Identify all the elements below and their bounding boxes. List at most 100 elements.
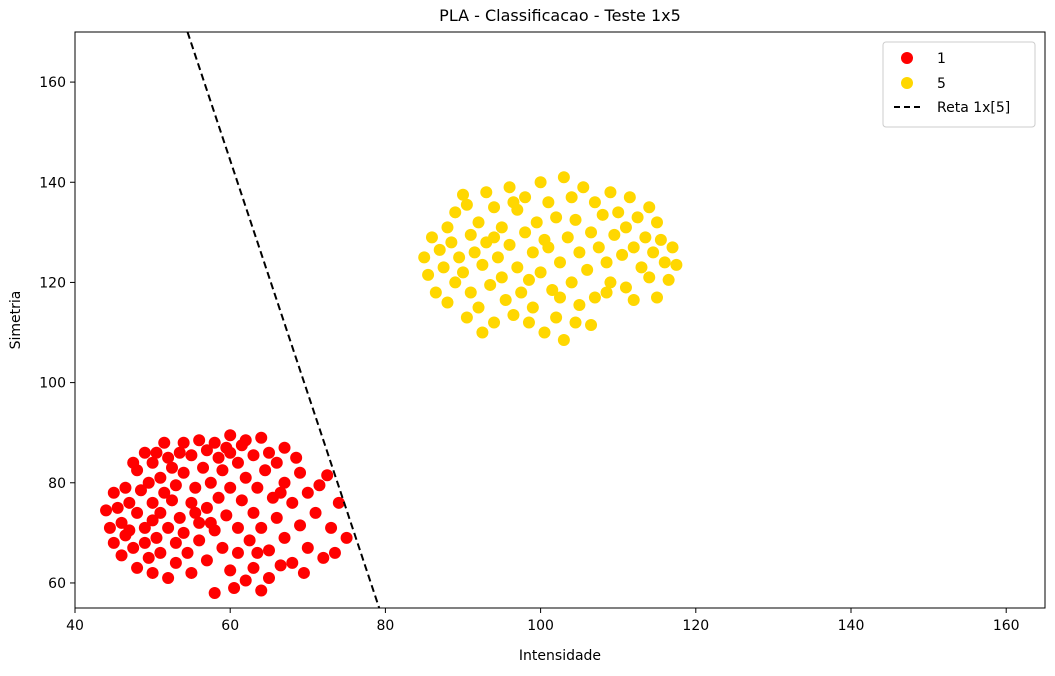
data-point bbox=[460, 311, 473, 324]
line-layer bbox=[186, 31, 381, 609]
data-point bbox=[286, 556, 299, 569]
data-point bbox=[239, 471, 252, 484]
data-point bbox=[546, 283, 559, 296]
data-point bbox=[255, 521, 268, 534]
data-point bbox=[585, 226, 598, 239]
data-point bbox=[581, 263, 594, 276]
data-point bbox=[507, 308, 520, 321]
data-point bbox=[193, 516, 206, 529]
data-point bbox=[449, 206, 462, 219]
data-point bbox=[460, 198, 473, 211]
x-axis-label: Intensidade bbox=[519, 648, 601, 664]
x-axis-ticks: 40 60 80 100 120 140 160 bbox=[66, 608, 1020, 634]
data-point bbox=[162, 571, 175, 584]
legend-marker bbox=[901, 52, 913, 64]
x-tick-label: 100 bbox=[527, 618, 554, 634]
data-point bbox=[270, 511, 283, 524]
data-point bbox=[103, 521, 116, 534]
x-tick-label: 140 bbox=[838, 618, 865, 634]
data-point bbox=[623, 191, 636, 204]
data-point bbox=[173, 446, 186, 459]
data-point bbox=[255, 431, 268, 444]
data-point bbox=[224, 481, 237, 494]
data-point bbox=[208, 436, 221, 449]
data-point bbox=[162, 521, 175, 534]
data-point bbox=[515, 286, 528, 299]
data-point bbox=[453, 251, 466, 264]
legend-label: 1 bbox=[937, 51, 946, 67]
data-point bbox=[158, 436, 171, 449]
data-point bbox=[224, 564, 237, 577]
data-point bbox=[585, 319, 598, 332]
data-point bbox=[651, 216, 663, 229]
data-point bbox=[146, 456, 159, 469]
data-point bbox=[449, 276, 462, 289]
data-point bbox=[224, 429, 237, 442]
data-point bbox=[321, 469, 334, 482]
data-point bbox=[189, 506, 202, 519]
points-layer bbox=[100, 171, 683, 599]
data-point bbox=[138, 446, 151, 459]
data-point bbox=[654, 233, 667, 246]
data-point bbox=[146, 496, 159, 509]
data-point bbox=[297, 566, 310, 579]
data-point bbox=[441, 296, 454, 309]
data-point bbox=[146, 514, 159, 527]
data-point bbox=[220, 441, 233, 454]
data-point bbox=[138, 536, 151, 549]
data-point bbox=[127, 456, 140, 469]
data-point bbox=[123, 524, 136, 537]
data-point bbox=[177, 436, 190, 449]
x-tick-label: 60 bbox=[221, 618, 239, 634]
data-point bbox=[495, 221, 508, 234]
data-point bbox=[612, 206, 625, 219]
data-point bbox=[111, 501, 124, 514]
data-point bbox=[484, 278, 497, 291]
data-point bbox=[643, 271, 656, 284]
data-point bbox=[123, 496, 136, 509]
legend: 1 5 Reta 1x[5] bbox=[882, 41, 1036, 128]
data-point bbox=[235, 439, 248, 452]
data-point bbox=[204, 516, 217, 529]
data-point bbox=[616, 248, 629, 261]
legend-frame bbox=[882, 41, 1036, 128]
data-point bbox=[162, 451, 175, 464]
data-point bbox=[643, 201, 656, 214]
data-point bbox=[173, 511, 186, 524]
data-point bbox=[278, 476, 291, 489]
legend-entry-1: 1 bbox=[901, 51, 946, 67]
data-point bbox=[538, 326, 551, 339]
data-point bbox=[166, 461, 178, 474]
data-point bbox=[134, 484, 147, 497]
data-point bbox=[270, 456, 283, 469]
data-point bbox=[228, 581, 241, 594]
data-point bbox=[146, 566, 159, 579]
data-point bbox=[193, 434, 206, 447]
data-point bbox=[278, 441, 291, 454]
data-point bbox=[534, 176, 547, 189]
y-axis-ticks: 60 80 100 120 140 160 bbox=[39, 75, 75, 592]
data-point bbox=[550, 311, 563, 324]
data-point bbox=[200, 554, 213, 567]
data-point bbox=[100, 504, 113, 517]
y-tick-label: 80 bbox=[48, 476, 66, 492]
data-point bbox=[468, 246, 481, 259]
data-point bbox=[251, 546, 264, 559]
data-point bbox=[193, 534, 206, 547]
data-point bbox=[658, 256, 671, 269]
legend-entry-line: Reta 1x[5] bbox=[894, 100, 1010, 116]
data-point bbox=[115, 516, 128, 529]
data-point bbox=[127, 541, 140, 554]
data-point bbox=[573, 246, 586, 259]
data-point bbox=[197, 461, 210, 474]
data-point bbox=[457, 266, 469, 279]
data-point bbox=[670, 258, 683, 271]
y-axis-label: Simetria bbox=[8, 291, 24, 350]
data-point bbox=[577, 181, 590, 194]
data-point bbox=[185, 566, 198, 579]
data-point bbox=[557, 334, 570, 347]
data-point bbox=[107, 486, 120, 499]
data-point bbox=[158, 486, 171, 499]
data-point bbox=[274, 559, 287, 572]
